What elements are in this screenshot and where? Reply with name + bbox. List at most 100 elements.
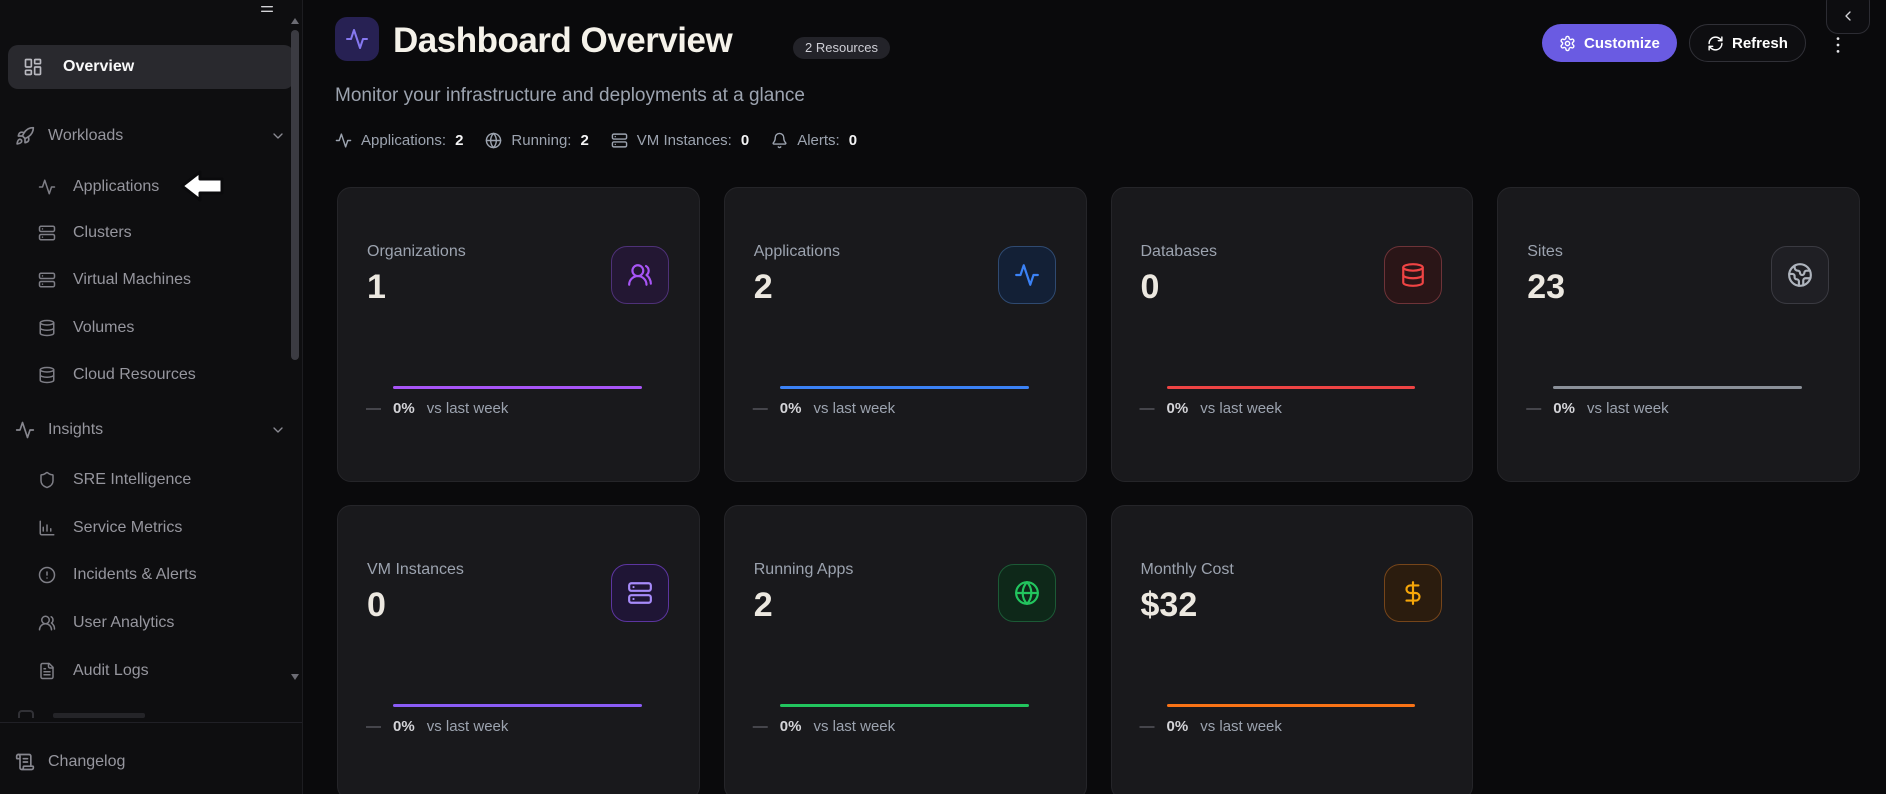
users-icon (38, 614, 56, 632)
sidebar-item-audit-logs[interactable]: Audit Logs (0, 649, 296, 693)
activity-icon (15, 420, 35, 440)
sidebar-item-incidents-alerts[interactable]: Incidents & Alerts (0, 553, 296, 597)
menu-icon[interactable] (256, 1, 278, 17)
trend-suffix: vs last week (426, 400, 509, 417)
stat-label: Running: (511, 131, 572, 149)
scrollbar-thumb[interactable] (291, 30, 299, 360)
trend-line (779, 386, 1029, 389)
sidebar-item-label: Incidents & Alerts (73, 566, 197, 583)
sidebar-item-virtual-machines[interactable]: Virtual Machines (0, 258, 296, 302)
trend-suffix: vs last week (426, 718, 509, 735)
card-value: 2 (753, 586, 773, 624)
trend-dash: — (1526, 400, 1542, 417)
trend-percent: 0% (779, 400, 802, 417)
trend-dash: — (1139, 400, 1155, 417)
sidebar-item-user-analytics[interactable]: User Analytics (0, 601, 296, 645)
main-content: Dashboard Overview 2 Resources Monitor y… (303, 0, 1886, 794)
stat-label: Applications: (361, 131, 447, 149)
card-icon-tile (610, 246, 669, 304)
alert-circle-icon (38, 566, 56, 584)
sidebar-item-cloud-resources[interactable]: Cloud Resources (0, 353, 296, 397)
card-label: Applications (753, 243, 841, 260)
chevron-left-icon (1840, 8, 1856, 24)
trend-suffix: vs last week (1200, 718, 1282, 735)
card-value: 0 (367, 586, 386, 624)
card-icon-tile (997, 246, 1056, 304)
page-title: Dashboard Overview (393, 21, 733, 60)
scroll-down-arrow[interactable] (291, 674, 299, 680)
trend-dash: — (752, 718, 768, 735)
sidebar-item-service-metrics[interactable]: Service Metrics (0, 506, 296, 550)
trend-line (1166, 704, 1416, 707)
card-label: Databases (1140, 243, 1218, 260)
customize-button[interactable]: Customize (1542, 24, 1677, 62)
sidebar-group-workloads[interactable]: Workloads (0, 114, 296, 158)
sidebar-item-label: Cloud Resources (73, 366, 196, 383)
bar-chart-icon (38, 519, 56, 537)
stats-bar: Applications: 2 Running: 2 VM Instances:… (335, 128, 857, 152)
customize-label: Customize (1584, 34, 1660, 52)
shield-icon (38, 471, 56, 489)
sidebar-scrollbar (290, 16, 300, 682)
sidebar-divider (0, 722, 302, 723)
scroll-up-arrow[interactable] (291, 18, 299, 24)
database-icon (1400, 262, 1426, 288)
card-icon-tile (1384, 246, 1443, 304)
card-trend: — 0% vs last week (753, 400, 895, 417)
activity-icon (335, 132, 352, 149)
card-icon-tile (1771, 246, 1829, 304)
sidebar-item-changelog[interactable]: Changelog (0, 740, 296, 784)
layout-dashboard-icon (23, 57, 43, 77)
card-label: Running Apps (753, 561, 854, 578)
stat-running: Running: 2 (485, 131, 589, 149)
trend-dash: — (1139, 718, 1155, 735)
collapse-panel-button[interactable] (1826, 0, 1870, 34)
card-organizations: Organizations 1 — 0% vs last week (337, 187, 700, 482)
stat-alerts: Alerts: 0 (771, 132, 857, 149)
sidebar-item-applications[interactable]: Applications (0, 165, 296, 209)
card-trend: — 0% vs last week (1140, 718, 1282, 735)
card-trend: — 0% vs last week (366, 718, 508, 735)
card-sites: Sites 23 — 0% vs last week (1497, 187, 1860, 482)
trend-line (393, 704, 642, 707)
trend-line (1166, 386, 1416, 389)
sidebar-group-insights[interactable]: Insights (0, 408, 296, 452)
card-icon-tile (610, 564, 669, 622)
server-icon (38, 271, 56, 289)
sidebar-item-label: Applications (73, 178, 160, 195)
trend-percent: 0% (1166, 718, 1189, 735)
sidebar-item-label: Changelog (48, 753, 126, 770)
refresh-button[interactable]: Refresh (1689, 24, 1806, 62)
sidebar-item-overview[interactable]: Overview (8, 45, 294, 89)
sidebar-item-volumes[interactable]: Volumes (0, 306, 296, 350)
card-value: 1 (367, 268, 386, 306)
users-icon (627, 262, 653, 288)
trend-percent: 0% (1553, 400, 1575, 417)
card-applications: Applications 2 — 0% vs last week (723, 187, 1087, 482)
server-icon (611, 132, 628, 149)
card-trend: — 0% vs last week (1526, 400, 1668, 417)
sidebar-item-clusters[interactable]: Clusters (0, 211, 296, 255)
trend-dash: — (752, 400, 768, 417)
card-label: Monthly Cost (1140, 561, 1234, 578)
sidebar-item-sre-intelligence[interactable]: SRE Intelligence (0, 458, 296, 502)
sidebar-item-label: Clusters (73, 224, 132, 241)
card-monthly-cost: Monthly Cost $32 — 0% vs last week (1110, 505, 1474, 794)
stat-label: VM Instances: (636, 131, 732, 149)
sidebar-item-label: Volumes (73, 319, 135, 336)
scroll-icon (15, 752, 35, 772)
server-icon (38, 224, 56, 242)
trend-dash: — (366, 718, 381, 735)
dashboard-logo (335, 17, 379, 61)
more-menu-icon[interactable] (1827, 32, 1849, 58)
refresh-label: Refresh (1732, 34, 1788, 52)
card-label: Organizations (367, 243, 466, 260)
card-icon-tile (997, 564, 1056, 622)
card-value: 23 (1527, 268, 1566, 306)
earth-icon (1787, 262, 1813, 288)
globe-icon (1014, 580, 1040, 606)
activity-icon (345, 27, 369, 51)
sidebar-group-label: Workloads (48, 127, 124, 144)
activity-icon (38, 178, 56, 196)
database-icon (38, 366, 56, 384)
